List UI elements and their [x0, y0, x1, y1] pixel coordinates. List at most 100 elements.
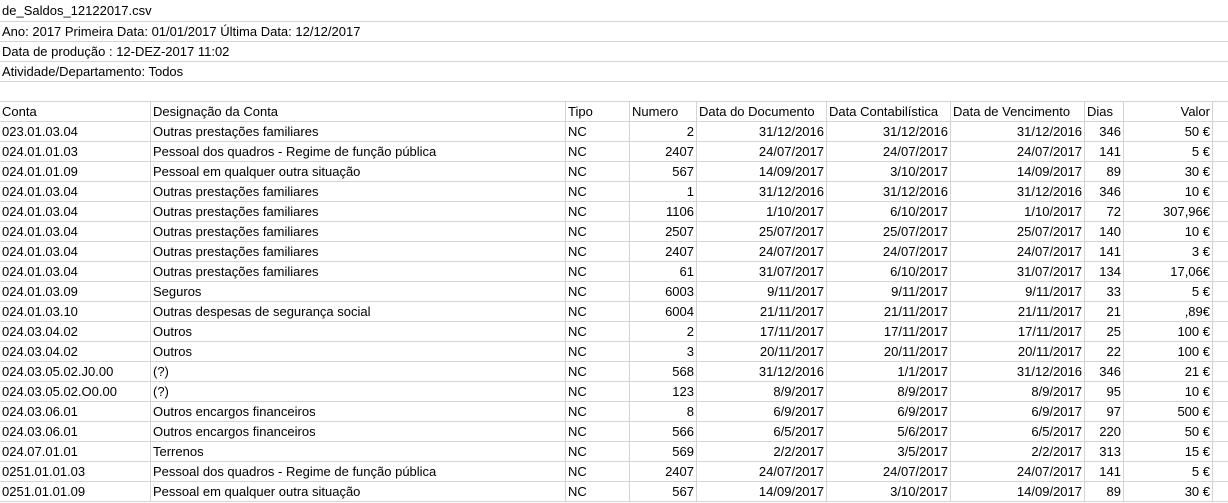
empty-cell[interactable]	[1213, 242, 1228, 262]
table-row[interactable]: 024.01.01.09 Pessoal em qualquer outra si…	[0, 162, 1228, 182]
column-header-designacao[interactable]: Designação da Conta	[151, 102, 566, 122]
cell-data-vencimento[interactable]: 21/11/2017	[951, 302, 1085, 322]
cell-designacao[interactable]: Outros	[151, 342, 566, 362]
table-row[interactable]: 024.01.03.04 Outras prestações familiares…	[0, 182, 1228, 202]
cell-tipo[interactable]: NC	[566, 202, 630, 222]
cell-tipo[interactable]: NC	[566, 462, 630, 482]
cell-data-vencimento[interactable]: 17/11/2017	[951, 322, 1085, 342]
cell-valor[interactable]: 30 €	[1124, 482, 1213, 502]
cell-data-documento[interactable]: 6/9/2017	[697, 402, 827, 422]
cell-data-contabilistica[interactable]: 1/1/2017	[827, 362, 951, 382]
cell-designacao[interactable]: Pessoal em qualquer outra situação	[151, 482, 566, 502]
table-row[interactable]: 024.01.03.04 Outras prestações familiares…	[0, 222, 1228, 242]
cell-valor[interactable]: 10 €	[1124, 182, 1213, 202]
cell-numero[interactable]: 566	[630, 422, 697, 442]
cell-valor[interactable]: 100 €	[1124, 342, 1213, 362]
cell-valor[interactable]: 3 €	[1124, 242, 1213, 262]
empty-cell[interactable]	[1213, 362, 1228, 382]
table-row[interactable]: 024.01.01.03 Pessoal dos quadros - Regime…	[0, 142, 1228, 162]
empty-cell[interactable]	[1213, 182, 1228, 202]
table-row[interactable]: 024.03.04.02 Outros NC 2 17/11/2017 17/11/201…	[0, 322, 1228, 342]
empty-cell[interactable]	[1213, 322, 1228, 342]
cell-valor[interactable]: 5 €	[1124, 462, 1213, 482]
cell-data-documento[interactable]: 31/12/2016	[697, 122, 827, 142]
cell-tipo[interactable]: NC	[566, 362, 630, 382]
file-name-cell[interactable]: de_Saldos_12122017.csv	[2, 3, 152, 18]
cell-valor[interactable]: 5 €	[1124, 142, 1213, 162]
column-header-conta[interactable]: Conta	[0, 102, 151, 122]
empty-cell[interactable]	[1213, 102, 1228, 122]
cell-conta[interactable]: 0251.01.01.09	[0, 482, 151, 502]
table-row[interactable]: 023.01.03.04 Outras prestações familiares…	[0, 122, 1228, 142]
cell-dias[interactable]: 25	[1085, 322, 1124, 342]
cell-data-contabilistica[interactable]: 5/6/2017	[827, 422, 951, 442]
cell-tipo[interactable]: NC	[566, 162, 630, 182]
cell-numero[interactable]: 61	[630, 262, 697, 282]
column-header-numero[interactable]: Numero	[630, 102, 697, 122]
cell-conta[interactable]: 024.01.03.10	[0, 302, 151, 322]
cell-data-vencimento[interactable]: 6/9/2017	[951, 402, 1085, 422]
cell-valor[interactable]: 15 €	[1124, 442, 1213, 462]
cell-dias[interactable]: 141	[1085, 142, 1124, 162]
cell-conta[interactable]: 024.03.04.02	[0, 322, 151, 342]
table-row[interactable]: 0251.01.01.03 Pessoal dos quadros - Regim…	[0, 462, 1228, 482]
cell-designacao[interactable]: Outras prestações familiares	[151, 182, 566, 202]
meta-row-year[interactable]: Ano: 2017 Primeira Data: 01/01/2017 Últi…	[0, 22, 1228, 42]
cell-data-contabilistica[interactable]: 24/07/2017	[827, 242, 951, 262]
cell-data-documento[interactable]: 31/12/2016	[697, 182, 827, 202]
cell-data-documento[interactable]: 6/5/2017	[697, 422, 827, 442]
cell-designacao[interactable]: Outras prestações familiares	[151, 262, 566, 282]
cell-designacao[interactable]: Seguros	[151, 282, 566, 302]
cell-data-contabilistica[interactable]: 24/07/2017	[827, 462, 951, 482]
table-row[interactable]: 024.03.04.02 Outros NC 3 20/11/2017 20/11/201…	[0, 342, 1228, 362]
cell-tipo[interactable]: NC	[566, 142, 630, 162]
cell-numero[interactable]: 6003	[630, 282, 697, 302]
cell-data-vencimento[interactable]: 31/12/2016	[951, 182, 1085, 202]
cell-valor[interactable]: 17,06€	[1124, 262, 1213, 282]
table-row[interactable]: 024.03.06.01 Outros encargos financeiros N…	[0, 402, 1228, 422]
cell-numero[interactable]: 1106	[630, 202, 697, 222]
cell-valor[interactable]: 100 €	[1124, 322, 1213, 342]
cell-data-vencimento[interactable]: 6/5/2017	[951, 422, 1085, 442]
cell-data-documento[interactable]: 20/11/2017	[697, 342, 827, 362]
cell-numero[interactable]: 569	[630, 442, 697, 462]
cell-dias[interactable]: 72	[1085, 202, 1124, 222]
cell-data-documento[interactable]: 21/11/2017	[697, 302, 827, 322]
table-row[interactable]: 024.03.06.01 Outros encargos financeiros N…	[0, 422, 1228, 442]
cell-data-vencimento[interactable]: 31/07/2017	[951, 262, 1085, 282]
cell-tipo[interactable]: NC	[566, 182, 630, 202]
cell-data-vencimento[interactable]: 24/07/2017	[951, 242, 1085, 262]
cell-conta[interactable]: 024.01.01.03	[0, 142, 151, 162]
cell-data-documento[interactable]: 31/07/2017	[697, 262, 827, 282]
cell-tipo[interactable]: NC	[566, 302, 630, 322]
cell-numero[interactable]: 123	[630, 382, 697, 402]
cell-dias[interactable]: 134	[1085, 262, 1124, 282]
cell-valor[interactable]: 21 €	[1124, 362, 1213, 382]
cell-data-vencimento[interactable]: 14/09/2017	[951, 482, 1085, 502]
cell-data-documento[interactable]: 24/07/2017	[697, 142, 827, 162]
cell-tipo[interactable]: NC	[566, 222, 630, 242]
cell-tipo[interactable]: NC	[566, 242, 630, 262]
cell-data-contabilistica[interactable]: 6/10/2017	[827, 262, 951, 282]
cell-valor[interactable]: 307,96€	[1124, 202, 1213, 222]
cell-tipo[interactable]: NC	[566, 402, 630, 422]
cell-data-vencimento[interactable]: 20/11/2017	[951, 342, 1085, 362]
table-row[interactable]: 024.01.03.04 Outras prestações familiares…	[0, 242, 1228, 262]
cell-valor[interactable]: 50 €	[1124, 422, 1213, 442]
empty-cell[interactable]	[1213, 442, 1228, 462]
cell-conta[interactable]: 024.03.04.02	[0, 342, 151, 362]
cell-data-documento[interactable]: 14/09/2017	[697, 162, 827, 182]
cell-data-vencimento[interactable]: 1/10/2017	[951, 202, 1085, 222]
cell-data-contabilistica[interactable]: 3/10/2017	[827, 162, 951, 182]
cell-data-contabilistica[interactable]: 6/10/2017	[827, 202, 951, 222]
cell-conta[interactable]: 024.03.06.01	[0, 422, 151, 442]
cell-tipo[interactable]: NC	[566, 342, 630, 362]
cell-designacao[interactable]: Outras despesas de segurança social	[151, 302, 566, 322]
cell-data-contabilistica[interactable]: 6/9/2017	[827, 402, 951, 422]
table-row[interactable]: 024.01.03.10 Outras despesas de segurança…	[0, 302, 1228, 322]
empty-cell[interactable]	[1213, 342, 1228, 362]
cell-numero[interactable]: 567	[630, 162, 697, 182]
cell-valor[interactable]: ,89€	[1124, 302, 1213, 322]
cell-dias[interactable]: 313	[1085, 442, 1124, 462]
cell-numero[interactable]: 2407	[630, 242, 697, 262]
